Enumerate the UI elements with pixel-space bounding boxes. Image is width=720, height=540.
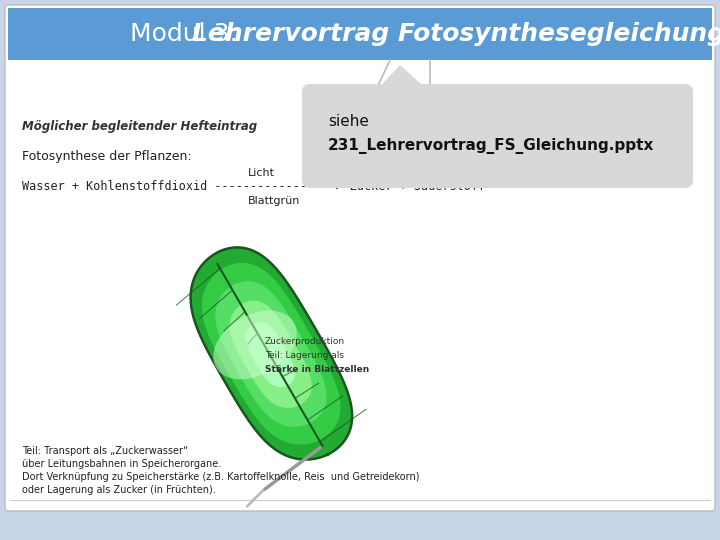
Text: Wasser + Kohlenstoffdioxid -----------------> Zucker + Sauerstoff: Wasser + Kohlenstoffdioxid -------------… bbox=[22, 180, 485, 193]
Ellipse shape bbox=[213, 310, 297, 380]
Polygon shape bbox=[375, 65, 430, 92]
Text: Lehrervortrag Fotosynthesegleichung: Lehrervortrag Fotosynthesegleichung bbox=[192, 22, 720, 46]
Text: 231_Lehrervortrag_FS_Gleichung.pptx: 231_Lehrervortrag_FS_Gleichung.pptx bbox=[328, 138, 654, 154]
Text: Möglicher begleitender Hefteintrag: Möglicher begleitender Hefteintrag bbox=[22, 120, 257, 133]
Text: oder Lagerung als Zucker (in Früchten).: oder Lagerung als Zucker (in Früchten). bbox=[22, 485, 216, 495]
Text: Stärke in Blattzellen: Stärke in Blattzellen bbox=[265, 365, 369, 374]
Polygon shape bbox=[246, 323, 294, 386]
FancyBboxPatch shape bbox=[302, 84, 693, 188]
Text: Fotosynthese der Pflanzen:: Fotosynthese der Pflanzen: bbox=[22, 150, 192, 163]
Text: Blattgrün: Blattgrün bbox=[248, 196, 300, 206]
Text: Dort Verknüpfung zu Speicherstärke (z.B. Kartoffelknolle, Reis  und Getreidekorn: Dort Verknüpfung zu Speicherstärke (z.B.… bbox=[22, 472, 420, 482]
Text: Teil: Transport als „Zuckerwasser“: Teil: Transport als „Zuckerwasser“ bbox=[22, 446, 188, 456]
FancyBboxPatch shape bbox=[8, 8, 712, 60]
Text: siehe: siehe bbox=[328, 114, 369, 129]
Text: Modul 3:: Modul 3: bbox=[130, 22, 246, 46]
Text: Zuckerproduktion: Zuckerproduktion bbox=[265, 337, 345, 346]
FancyBboxPatch shape bbox=[5, 5, 715, 511]
Polygon shape bbox=[191, 247, 352, 460]
Text: Licht: Licht bbox=[248, 168, 275, 178]
Text: über Leitungsbahnen in Speicherorgane.: über Leitungsbahnen in Speicherorgane. bbox=[22, 459, 221, 469]
Polygon shape bbox=[202, 264, 340, 444]
Text: Teil: Lagerung als: Teil: Lagerung als bbox=[265, 351, 344, 360]
Polygon shape bbox=[216, 282, 326, 426]
Polygon shape bbox=[230, 301, 311, 407]
